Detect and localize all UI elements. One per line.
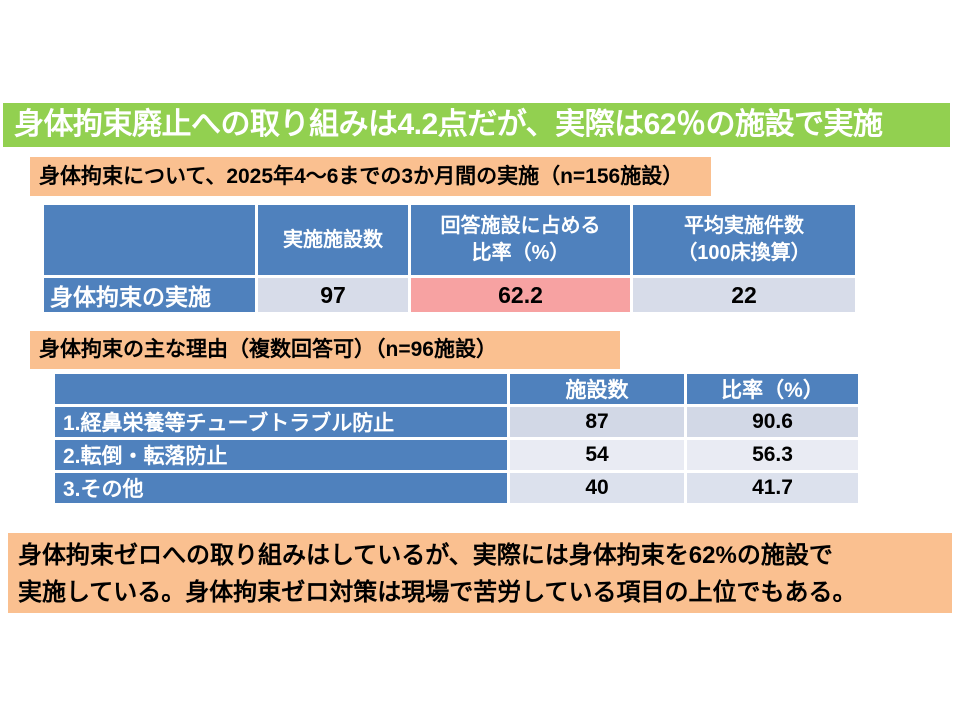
summary-box: 身体拘束ゼロへの取り組みはしているが、実際には身体拘束を62%の施設で 実施して… bbox=[8, 533, 952, 613]
section2-label: 身体拘束の主な理由（複数回答可）（n=96施設） bbox=[30, 331, 620, 369]
table-row: 2.転倒・転落防止 54 56.3 bbox=[55, 440, 858, 470]
summary-line-2: 実施している。身体拘束ゼロ対策は現場で苦労している項目の上位でもある。 bbox=[18, 579, 857, 606]
t2-header-blank bbox=[55, 374, 507, 404]
t2-row2-pct: 56.3 bbox=[687, 440, 858, 470]
restraint-implementation-table: 実施施設数 回答施設に占める 比率（%） 平均実施件数 （100床換算） 身体拘… bbox=[41, 202, 858, 315]
t2-header-ratio: 比率（%） bbox=[687, 374, 858, 404]
t1-value-average: 22 bbox=[633, 278, 855, 312]
t1-header-facility-count: 実施施設数 bbox=[258, 205, 408, 275]
summary-line-1: 身体拘束ゼロへの取り組みはしているが、実際には身体拘束を62%の施設で bbox=[18, 542, 833, 569]
t1-value-count: 97 bbox=[258, 278, 408, 312]
t2-row1-label: 1.経鼻栄養等チューブトラブル防止 bbox=[55, 407, 507, 437]
t2-row2-label: 2.転倒・転落防止 bbox=[55, 440, 507, 470]
section2-label-text: 身体拘束の主な理由（複数回答可）（n=96施設） bbox=[39, 338, 497, 361]
t2-row1-count: 87 bbox=[510, 407, 684, 437]
restraint-reasons-table: 施設数 比率（%） 1.経鼻栄養等チューブトラブル防止 87 90.6 2.転倒… bbox=[52, 371, 861, 506]
section1-label: 身体拘束について、2025年4～6までの3か月間の実施（n=156施設） bbox=[30, 157, 711, 196]
t2-row3-label: 3.その他 bbox=[55, 473, 507, 503]
t2-row2-count: 54 bbox=[510, 440, 684, 470]
t1-row-label: 身体拘束の実施 bbox=[44, 278, 255, 312]
t1-value-ratio: 62.2 bbox=[411, 278, 630, 312]
table-row: 3.その他 40 41.7 bbox=[55, 473, 858, 503]
t2-row3-pct: 41.7 bbox=[687, 473, 858, 503]
t2-row3-count: 40 bbox=[510, 473, 684, 503]
t1-header-average: 平均実施件数 （100床換算） bbox=[633, 205, 855, 275]
title-banner: 身体拘束廃止への取り組みは4.2点だが、実際は62％の施設で実施 bbox=[3, 103, 950, 147]
t1-header-blank bbox=[44, 205, 255, 275]
t2-header-facility-count: 施設数 bbox=[510, 374, 684, 404]
t1-header-ratio: 回答施設に占める 比率（%） bbox=[411, 205, 630, 275]
table-row: 身体拘束の実施 97 62.2 22 bbox=[44, 278, 855, 312]
table-header-row: 実施施設数 回答施設に占める 比率（%） 平均実施件数 （100床換算） bbox=[44, 205, 855, 275]
table-row: 1.経鼻栄養等チューブトラブル防止 87 90.6 bbox=[55, 407, 858, 437]
t2-row1-pct: 90.6 bbox=[687, 407, 858, 437]
slide-title: 身体拘束廃止への取り組みは4.2点だが、実際は62％の施設で実施 bbox=[14, 108, 883, 141]
section1-label-text: 身体拘束について、2025年4～6までの3か月間の実施（n=156施設） bbox=[39, 165, 684, 188]
table-header-row: 施設数 比率（%） bbox=[55, 374, 858, 404]
